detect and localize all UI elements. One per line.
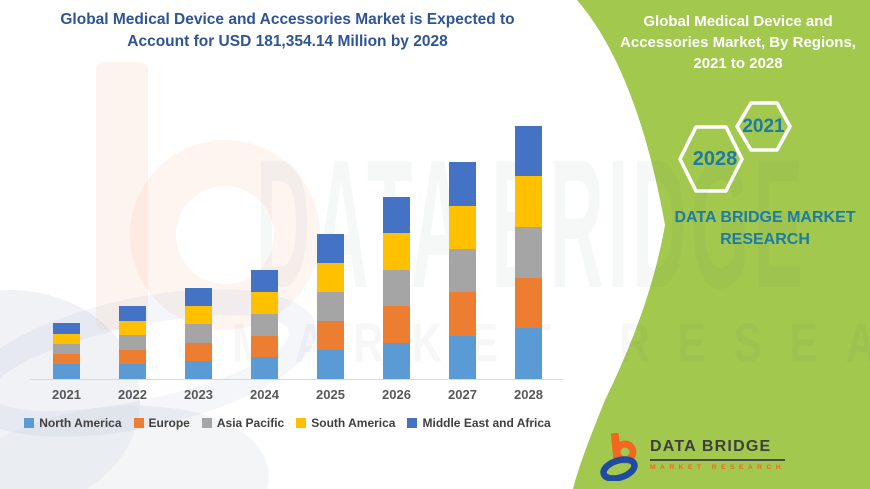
bar-segment-north-america-2028 [515,328,542,379]
legend-item-europe: Europe [133,416,190,430]
stacked-bar-2022 [119,306,146,379]
bar-segment-middle-east-and-africa-2028 [515,125,542,177]
x-axis-label-2027: 2027 [448,387,477,402]
hexagon-2021-icon [735,101,792,152]
chart-legend: North America Europe Asia Pacific South Ame… [0,416,575,430]
bar-segment-middle-east-and-africa-2024 [251,270,278,293]
bar-segment-europe-2023 [185,342,212,361]
bar-segment-middle-east-and-africa-2025 [317,233,344,263]
bar-segment-europe-2022 [119,349,146,365]
bar-segment-middle-east-and-africa-2021 [53,323,80,334]
bar-segment-south-america-2027 [449,205,476,250]
plot-area [53,125,542,379]
stacked-bar-2024 [251,270,278,379]
bar-segment-asia-pacific-2028 [515,227,542,278]
bar-segment-asia-pacific-2022 [119,335,146,350]
bar-segment-europe-2025 [317,320,344,350]
bar-segment-north-america-2022 [119,364,146,379]
x-axis-label-2022: 2022 [118,387,147,402]
bar-segment-europe-2026 [383,306,410,343]
legend-item-south-america: South America [296,416,395,430]
green-panel-background [573,0,870,489]
legend-item-north-america: North America [24,416,122,430]
right-panel-title-line3: 2021 to 2028 [693,55,783,72]
data-bridge-logo-icon [600,432,638,481]
stacked-bar-2028 [515,125,542,379]
bar-segment-europe-2024 [251,335,278,358]
bar-segment-south-america-2025 [317,262,344,292]
bar-segment-south-america-2026 [383,233,410,270]
logo-text-block: DATA BRIDGE MARKET RESEARCH [650,438,786,471]
bar-segment-south-america-2028 [515,176,542,228]
stacked-bar-2027 [449,162,476,379]
bar-segment-north-america-2021 [53,364,80,379]
bar-segment-south-america-2024 [251,292,278,314]
legend-label-asia-pacific: Asia Pacific [216,416,285,430]
bar-segment-north-america-2025 [317,349,344,379]
x-axis-label-2025: 2025 [316,387,345,402]
x-axis-labels: 2021 2022 2023 2024 2025 2026 2027 2028 [0,387,575,405]
bar-segment-north-america-2024 [251,357,278,379]
chart-title-line1: Global Medical Device and Accessories Ma… [60,11,515,28]
bar-segment-asia-pacific-2021 [53,343,80,354]
legend-item-middle-east-and-africa: Middle East and Africa [407,416,551,430]
brand-heading: DATA BRIDGE MARKET RESEARCH [655,207,870,251]
legend-label-south-america: South America [311,416,396,430]
legend-swatch-south-america [296,418,307,428]
legend-swatch-asia-pacific [201,418,212,428]
bar-segment-asia-pacific-2026 [383,269,410,307]
x-axis-label-2024: 2024 [250,387,279,402]
legend-swatch-europe [133,418,144,428]
legend-label-north-america: North America [39,416,122,430]
bar-segment-asia-pacific-2025 [317,291,344,321]
brand-heading-line1: DATA BRIDGE MARKET [674,209,856,226]
bar-segment-asia-pacific-2024 [251,313,278,336]
bar-segment-south-america-2022 [119,320,146,336]
bar-segment-asia-pacific-2023 [185,324,212,343]
bar-segment-europe-2021 [53,353,80,365]
bar-segment-north-america-2023 [185,360,212,379]
stacked-bar-2023 [185,288,212,379]
bar-segment-south-america-2023 [185,306,212,325]
x-axis-label-2023: 2023 [184,387,213,402]
legend-swatch-north-america [24,418,35,428]
legend-item-asia-pacific: Asia Pacific [201,416,285,430]
bar-segment-middle-east-and-africa-2026 [383,197,410,234]
bar-segment-south-america-2021 [53,333,80,344]
hexagon-2028-icon [678,125,744,193]
x-axis-label-2026: 2026 [382,387,411,402]
x-axis-label-2028: 2028 [514,387,543,402]
hexagon-year-2028: 2028 [692,148,738,170]
right-panel-title-line1: Global Medical Device and [643,13,833,30]
x-axis-label-2021: 2021 [52,387,81,402]
bar-segment-north-america-2027 [449,335,476,379]
chart-title-line2: Account for USD 181,354.14 Million by 20… [127,33,448,50]
right-panel-title-line2: Accessories Market, By Regions, [620,34,856,51]
bar-segment-middle-east-and-africa-2027 [449,162,476,206]
stacked-bar-2021 [53,323,80,379]
logo-name: DATA BRIDGE [650,438,786,461]
bar-segment-north-america-2026 [383,342,410,379]
bar-segment-europe-2027 [449,292,476,336]
x-axis-line [30,379,563,380]
right-panel-title: Global Medical Device and Accessories Ma… [612,11,864,74]
chart-title: Global Medical Device and Accessories Ma… [15,9,560,53]
bar-segment-europe-2028 [515,277,542,329]
stacked-bar-2026 [383,197,410,379]
legend-label-europe: Europe [148,416,190,430]
legend-swatch-middle-east-and-africa [407,418,418,428]
hexagon-year-2021: 2021 [742,116,785,137]
bar-segment-asia-pacific-2027 [449,249,476,293]
bar-segment-middle-east-and-africa-2022 [119,306,146,321]
brand-heading-line2: RESEARCH [720,231,810,248]
bar-segment-middle-east-and-africa-2023 [185,288,212,307]
data-bridge-logo: DATA BRIDGE MARKET RESEARCH [598,431,786,481]
logo-tagline: MARKET RESEARCH [650,464,786,471]
legend-label-middle-east-and-africa: Middle East and Africa [422,416,551,430]
stacked-bar-2025 [317,233,344,379]
